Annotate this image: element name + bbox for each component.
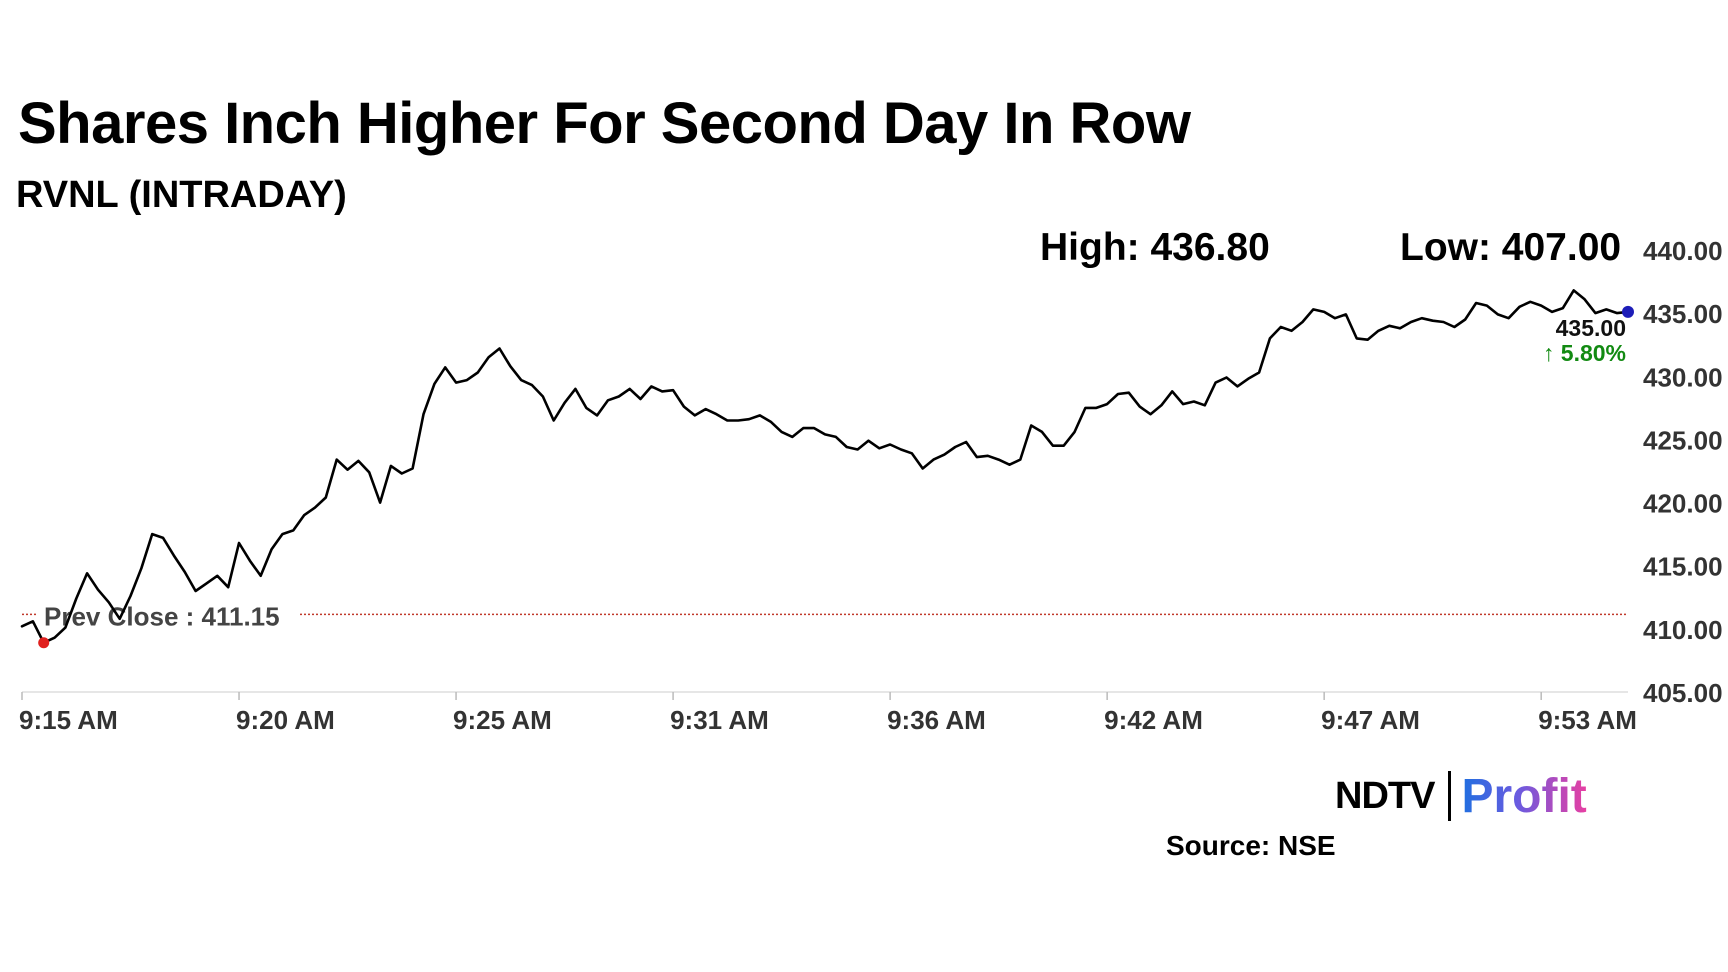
chart-subtitle: RVNL (INTRADAY) (16, 174, 347, 216)
logo-profit-text: Profit (1461, 769, 1587, 823)
x-tick-label: 9:15 AM (19, 705, 118, 735)
axes: 405.00 410.00 415.00 420.00 425.00 430.00 435.… (19, 236, 1723, 735)
source-note: Source: NSE (1166, 830, 1336, 861)
price-line (20, 289, 1630, 644)
y-tick-label: 410.00 (1643, 615, 1723, 645)
x-tick-label: 9:31 AM (670, 705, 769, 735)
plot-area: Prev Close : 411.15 435.00↑ 5.80% (20, 289, 1634, 649)
y-tick-label: 435.00 (1643, 299, 1723, 329)
prev-close-label: Prev Close : 411.15 (44, 601, 280, 631)
logo-divider (1448, 771, 1452, 821)
y-tick-label: 440.00 (1643, 236, 1723, 266)
low-stat: Low: 407.00 (1400, 226, 1622, 269)
x-tick-label: 9:20 AM (236, 705, 335, 735)
y-tick-label: 430.00 (1643, 362, 1723, 392)
x-tick-label: 9:42 AM (1104, 705, 1203, 735)
low-point-marker (38, 637, 50, 649)
y-tick-label: 420.00 (1643, 489, 1723, 519)
x-tick-label: 9:25 AM (453, 705, 552, 735)
last-price-marker (1622, 305, 1634, 318)
chart-title: Shares Inch Higher For Second Day In Row (18, 91, 1191, 156)
change-percent-label: ↑ 5.80% (1543, 340, 1626, 366)
x-tick-label: 9:47 AM (1321, 705, 1420, 735)
logo-ndtv-text: NDTV (1335, 774, 1435, 817)
y-tick-label: 415.00 (1643, 552, 1723, 582)
ndtv-profit-logo: NDTV Profit (1335, 768, 1587, 824)
last-price-label: 435.00 (1556, 315, 1626, 341)
y-tick-label: 405.00 (1643, 678, 1723, 708)
y-tick-label: 425.00 (1643, 425, 1723, 455)
high-stat: High: 436.80 (1040, 226, 1270, 269)
x-tick-label: 9:36 AM (887, 705, 986, 735)
x-tick-label: 9:53 AM (1538, 705, 1637, 735)
